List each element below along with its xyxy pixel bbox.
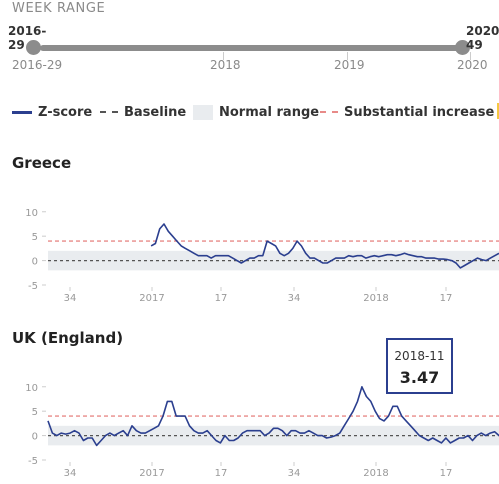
x-tick-label: 17	[440, 468, 453, 479]
chart-title-greece: Greece	[12, 154, 72, 172]
axis-tick	[223, 52, 224, 60]
range-axis-label-2018: 2018	[210, 58, 241, 72]
y-tick-label: 0	[32, 432, 38, 443]
x-tick-label: 17	[215, 293, 228, 302]
legend-normal-range-label: Normal range	[219, 104, 320, 120]
x-tick-label: 2018	[363, 293, 388, 302]
legend-substantial-increase[interactable]: Substantial increase	[320, 102, 494, 122]
range-end-handle[interactable]	[455, 40, 470, 55]
zscore-series-line	[150, 223, 499, 269]
x-tick-label: 2018	[363, 468, 388, 479]
x-tick-label: 34	[288, 293, 301, 302]
greece-zscore-chart: -5 0 5 10 34 2017 17 34 2018 17	[0, 190, 499, 302]
normal-range-swatch	[193, 104, 213, 120]
chart-legend: Z-score Baseline Normal range Substantia…	[0, 102, 499, 122]
week-range-track[interactable]	[40, 45, 464, 51]
y-tick-label: -5	[28, 456, 38, 467]
range-axis-label-2020: 2020	[457, 58, 488, 72]
greece-chart-svg: -5 0 5 10 34 2017 17 34 2018 17	[25, 208, 499, 302]
y-tick-label: 5	[32, 232, 38, 243]
x-tick-label: 34	[64, 293, 77, 302]
x-tick-label: 17	[215, 468, 228, 479]
legend-normal-range[interactable]: Normal range	[193, 102, 319, 122]
legend-baseline[interactable]: Baseline	[100, 102, 186, 122]
range-end-value: 2020-49	[466, 24, 499, 52]
x-tick-label: 2017	[139, 468, 164, 479]
uk-england-chart-svg: -5 0 5 10 34 2017 17 34 2018 17	[25, 383, 499, 479]
range-start-value: 2016-29	[8, 24, 47, 52]
legend-next-item-swatch	[497, 103, 499, 119]
week-range-title: WEEK RANGE	[12, 1, 106, 16]
y-tick-label: 10	[25, 208, 38, 219]
range-axis-label-2019: 2019	[334, 58, 365, 72]
range-axis-label-start: 2016-29	[12, 58, 63, 72]
legend-zscore[interactable]: Z-score	[12, 102, 92, 122]
tooltip-date: 2018-11	[394, 349, 445, 363]
y-tick-label: 5	[32, 407, 38, 418]
chart-title-uk-england: UK (England)	[12, 329, 124, 347]
x-tick-label: 34	[64, 468, 77, 479]
zscore-line-swatch	[12, 110, 32, 114]
zscore-series-line	[47, 386, 499, 447]
legend-baseline-label: Baseline	[124, 104, 187, 120]
legend-zscore-label: Z-score	[38, 104, 93, 120]
normal-range-band	[48, 425, 499, 446]
uk-england-zscore-chart: -5 0 5 10 34 2017 17 34 2018 17	[0, 365, 499, 481]
x-tick-label: 17	[440, 293, 453, 302]
x-tick-label: 2017	[139, 293, 164, 302]
x-tick-label: 34	[288, 468, 301, 479]
baseline-dash-swatch	[100, 111, 118, 113]
y-tick-label: -5	[28, 281, 38, 292]
substantial-increase-swatch	[320, 111, 338, 113]
axis-tick	[347, 52, 348, 60]
tooltip-value: 3.47	[399, 368, 440, 387]
range-start-handle[interactable]	[26, 40, 41, 55]
chart-tooltip: 2018-11 3.47	[386, 338, 453, 394]
legend-substantial-increase-label: Substantial increase	[344, 104, 495, 120]
y-tick-label: 0	[32, 257, 38, 268]
axis-tick	[470, 52, 471, 60]
y-tick-label: 10	[25, 383, 38, 394]
